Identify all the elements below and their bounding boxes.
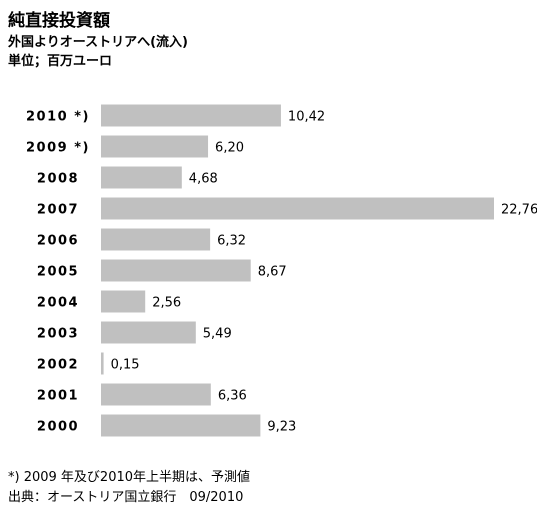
value-label: 22,76 <box>501 203 537 218</box>
category-label: 2003 <box>37 327 79 342</box>
bar <box>101 352 104 375</box>
category-label: 2004 <box>37 296 79 311</box>
value-label: 9,23 <box>267 420 296 435</box>
category-label: 2007 <box>37 203 79 218</box>
value-label: 4,68 <box>189 172 218 187</box>
bar <box>101 259 251 282</box>
category-label: 2001 <box>37 389 79 404</box>
category-label: 2009 *) <box>26 141 90 156</box>
category-label: 2002 <box>37 358 79 373</box>
category-label: 2000 <box>37 420 79 435</box>
value-label: 2,56 <box>152 296 181 311</box>
bar <box>101 104 281 127</box>
bar <box>101 290 146 313</box>
bar <box>101 197 494 220</box>
bar <box>101 228 211 251</box>
category-label: 2005 <box>37 265 79 280</box>
value-label: 6,36 <box>218 389 247 404</box>
category-label: 2008 <box>37 172 79 187</box>
value-label: 8,67 <box>258 265 287 280</box>
bar <box>101 321 196 344</box>
chart-title: 純直接投資額 <box>8 11 110 31</box>
bar <box>101 135 209 158</box>
category-label: 2006 <box>37 234 79 249</box>
category-label: 2010 *) <box>26 110 90 125</box>
footnote: *) 2009 年及び2010年上半期は、予測値 <box>8 470 251 485</box>
value-label: 0,15 <box>111 358 140 373</box>
chart-subtitle: 外国よりオーストリアへ(流入) <box>8 35 188 50</box>
value-label: 5,49 <box>203 327 232 342</box>
bar-chart: 2010 *) 10,42 2009 *) 6,20 2008 4,68 2007 22,76… <box>26 104 537 437</box>
value-label: 6,20 <box>215 141 244 156</box>
source-note: 出典：オーストリア国立銀行 09/2010 <box>8 490 244 505</box>
bar <box>101 166 182 189</box>
value-label: 6,32 <box>217 234 246 249</box>
value-label: 10,42 <box>288 110 325 125</box>
bar <box>101 414 261 437</box>
unit-label: 単位；百万ユーロ <box>8 54 113 69</box>
bar <box>101 383 211 406</box>
